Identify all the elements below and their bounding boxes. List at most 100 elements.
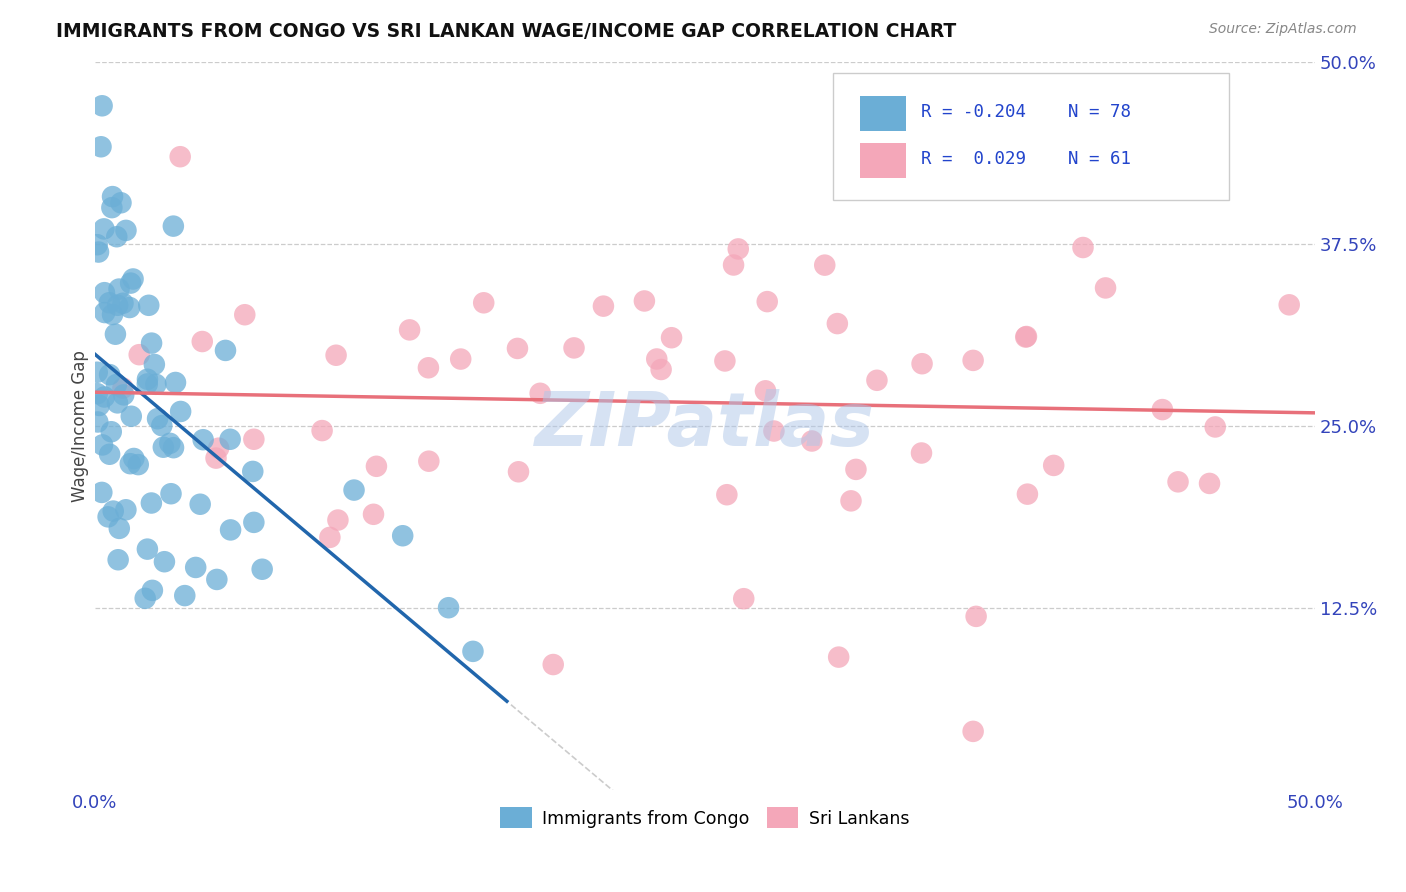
Point (98, 295, 121, 310)
Point (104, 327, 127, 342)
Point (633, 293, 655, 308)
Point (800, 434, 823, 448)
Point (1015, 330, 1038, 344)
Point (108, 282, 131, 296)
Point (141, 583, 163, 598)
Point (1152, 402, 1174, 417)
Text: IMMIGRANTS FROM CONGO VS SRI LANKAN WAGE/INCOME GAP CORRELATION CHART: IMMIGRANTS FROM CONGO VS SRI LANKAN WAGE… (56, 22, 956, 41)
Point (242, 465, 264, 479)
Legend: Immigrants from Congo, Sri Lankans: Immigrants from Congo, Sri Lankans (494, 800, 915, 836)
Point (723, 258, 745, 272)
Point (1042, 458, 1064, 473)
Point (100, 425, 122, 439)
Point (115, 503, 138, 517)
Point (97, 509, 120, 524)
Point (214, 343, 236, 358)
Point (120, 409, 142, 424)
Point (136, 376, 159, 391)
Point (111, 296, 134, 310)
Point (169, 404, 191, 418)
Point (143, 358, 166, 372)
Point (461, 644, 484, 658)
Point (207, 441, 229, 455)
Point (965, 153, 987, 167)
Point (219, 432, 242, 446)
Point (398, 323, 420, 337)
Point (90, 485, 112, 500)
Text: ZIPatlas: ZIPatlas (534, 389, 875, 462)
Point (93, 390, 115, 404)
Point (418, 454, 440, 468)
Point (827, 317, 849, 331)
Point (110, 195, 132, 210)
Point (645, 351, 668, 366)
Point (122, 451, 145, 466)
Point (141, 336, 163, 351)
Point (418, 360, 440, 375)
Point (910, 446, 932, 460)
Point (162, 219, 184, 233)
Point (866, 373, 889, 387)
Point (136, 372, 159, 386)
Point (827, 650, 849, 665)
Point (962, 353, 984, 368)
Point (184, 560, 207, 574)
Point (1017, 487, 1039, 501)
Point (762, 424, 785, 438)
Point (1204, 420, 1226, 434)
Point (86, 365, 108, 379)
Point (93, 305, 115, 319)
Point (141, 496, 163, 510)
Point (134, 591, 156, 606)
Point (165, 376, 187, 390)
Point (562, 341, 585, 355)
Point (105, 229, 128, 244)
Point (325, 348, 347, 362)
Bar (859, 143, 905, 178)
Point (108, 521, 131, 535)
Point (136, 542, 159, 557)
Point (1198, 476, 1220, 491)
Point (169, 150, 191, 164)
Point (506, 342, 529, 356)
Point (103, 504, 125, 518)
Point (311, 424, 333, 438)
Point (727, 242, 749, 256)
Point (714, 354, 737, 368)
Point (101, 189, 124, 203)
Point (319, 530, 342, 544)
Point (101, 308, 124, 322)
Point (93, 285, 115, 300)
Point (107, 396, 129, 410)
Point (90, 140, 112, 154)
Point (98, 368, 121, 382)
Point (366, 459, 388, 474)
Point (472, 295, 495, 310)
Point (450, 352, 472, 367)
Point (754, 384, 776, 398)
Point (343, 483, 366, 497)
Point (205, 451, 228, 466)
Point (162, 441, 184, 455)
Point (661, 331, 683, 345)
Point (911, 357, 934, 371)
Point (391, 529, 413, 543)
Point (363, 508, 385, 522)
Point (120, 276, 142, 290)
Bar (859, 95, 905, 130)
Point (98, 447, 121, 461)
Point (89, 399, 111, 413)
Point (508, 465, 530, 479)
Point (756, 294, 779, 309)
Point (138, 298, 160, 312)
FancyBboxPatch shape (832, 73, 1229, 201)
Point (191, 334, 214, 349)
Point (437, 600, 460, 615)
Point (87, 415, 110, 429)
Point (962, 724, 984, 739)
Point (650, 362, 672, 376)
Point (205, 573, 228, 587)
Point (1071, 240, 1094, 254)
Point (191, 433, 214, 447)
Point (120, 457, 142, 471)
